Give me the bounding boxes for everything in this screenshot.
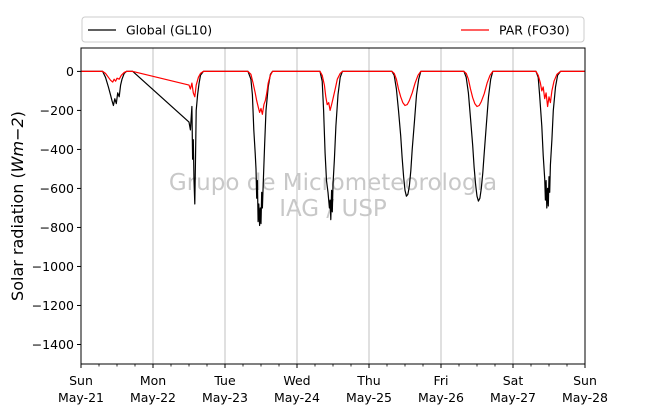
y-tick-label: −400 [40,142,74,157]
legend: Global (GL10) PAR (FO30) [81,16,585,43]
series-line-global [81,70,585,227]
x-tick-label-date: May-26 [418,390,464,405]
x-tick-label-date: May-21 [58,390,104,405]
x-tick-label-day: Wed [283,373,310,388]
x-axis-ticks: Sun May-21 Mon May-22 Tue May-23 Wed May-24 Thu M… [58,364,608,405]
x-tick-label-date: May-22 [130,390,176,405]
x-tick-label-day: Thu [356,373,380,388]
x-tick-label-date: May-24 [274,390,320,405]
y-tick-label: −1400 [32,337,74,352]
x-tick-label-day: Sun [69,373,93,388]
data-series [81,70,585,227]
legend-label-global: Global (GL10) [126,23,212,38]
y-tick-label: −600 [40,181,74,196]
x-tick-label-day: Fri [434,373,449,388]
y-tick-label: −1200 [32,298,74,313]
legend-box [81,16,585,43]
y-axis-ticks: 0 −200 −400 −600 −800 −1000 −1200 −1400 [32,64,81,352]
y-axis-label-main: Solar radiation ( [8,172,27,301]
series-line-par [81,70,585,115]
x-tick-label-day: Mon [140,373,166,388]
x-tick-label-date: May-27 [490,390,536,405]
legend-label-par: PAR (FO30) [499,23,570,38]
y-tick-label: −1000 [32,259,74,274]
y-tick-label: −800 [40,220,74,235]
y-axis-label-close: ) [8,111,27,117]
x-tick-label-date: May-28 [562,390,608,405]
x-tick-label-day: Tue [213,373,236,388]
x-tick-label-day: Sat [503,373,524,388]
y-axis-label-unit: Wm [8,141,27,172]
grid-lines [152,48,514,364]
y-axis-label: Solar radiation (Wm−2) [8,111,27,301]
y-axis-label-exp: −2 [8,117,27,141]
y-tick-label: −200 [40,103,74,118]
y-tick-label: 0 [66,64,74,79]
x-tick-label-day: Sun [573,373,597,388]
x-tick-label-date: May-25 [346,390,392,405]
x-tick-label-date: May-23 [202,390,248,405]
